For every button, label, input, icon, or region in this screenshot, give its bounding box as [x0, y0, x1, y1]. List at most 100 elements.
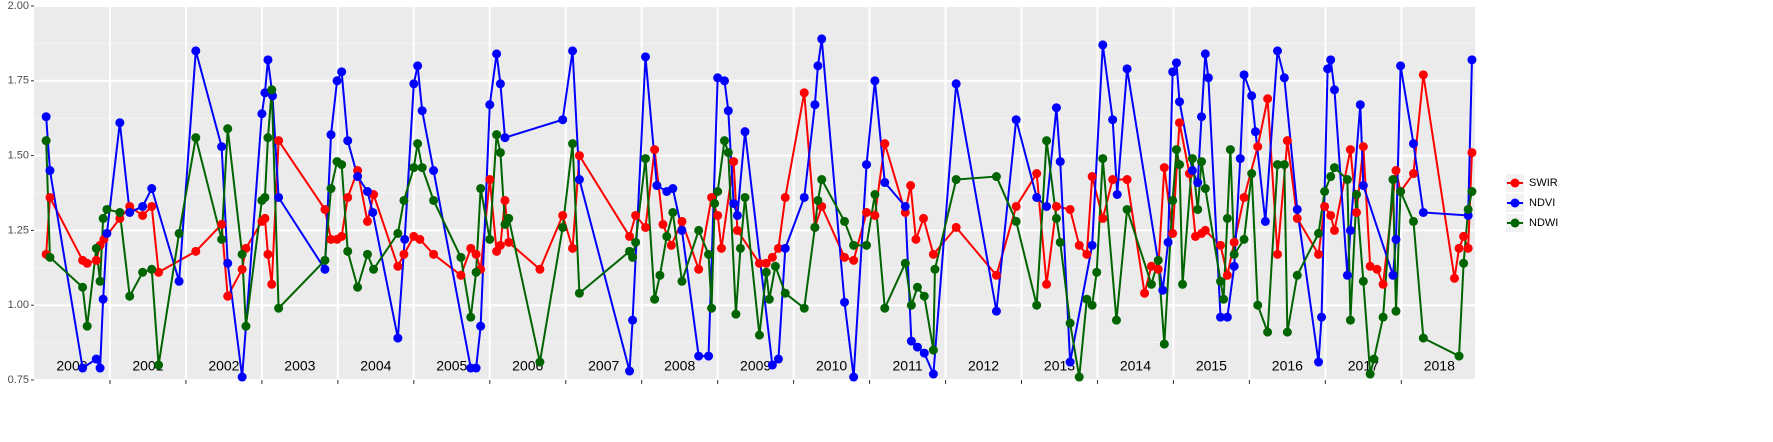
data-point	[650, 294, 660, 304]
data-point	[928, 345, 938, 355]
data-point	[799, 303, 809, 313]
data-point	[625, 231, 635, 241]
data-point	[1042, 279, 1052, 289]
data-point	[98, 294, 108, 304]
data-point	[1108, 175, 1118, 185]
data-point	[732, 225, 742, 235]
data-point	[466, 312, 476, 322]
data-point	[723, 106, 733, 116]
data-point	[1358, 276, 1368, 286]
data-point	[466, 243, 476, 253]
data-point	[558, 115, 568, 125]
data-point	[862, 160, 872, 170]
data-point	[1351, 189, 1361, 199]
data-point	[369, 264, 379, 274]
data-point	[1087, 172, 1097, 182]
data-point	[399, 249, 409, 259]
data-point	[1065, 357, 1075, 367]
data-point	[731, 309, 741, 319]
data-point	[713, 73, 723, 83]
data-point	[1463, 204, 1473, 214]
series-line	[45, 74, 1473, 300]
data-point	[45, 166, 55, 176]
data-point	[95, 276, 105, 286]
data-point	[492, 130, 502, 140]
data-point	[652, 181, 662, 191]
data-point	[1011, 201, 1021, 211]
data-point	[817, 34, 827, 44]
data-point	[810, 100, 820, 110]
data-point	[535, 264, 545, 274]
data-point	[409, 163, 419, 173]
data-point	[813, 61, 823, 71]
data-point	[930, 264, 940, 274]
data-point	[1292, 213, 1302, 223]
data-point	[400, 234, 410, 244]
data-point	[337, 231, 347, 241]
data-point	[1358, 142, 1368, 152]
y-tick-label: 0.75	[8, 374, 29, 386]
data-point	[1065, 204, 1075, 214]
data-point	[1388, 175, 1398, 185]
data-point	[413, 61, 423, 71]
data-point	[568, 46, 578, 56]
data-point	[115, 207, 125, 217]
data-point	[1187, 166, 1197, 176]
data-point	[332, 76, 342, 86]
data-point	[880, 178, 890, 188]
data-point	[1032, 169, 1042, 179]
data-point	[1098, 213, 1108, 223]
data-point	[1326, 210, 1336, 220]
year-label: 2007	[588, 358, 619, 374]
data-point	[1253, 300, 1263, 310]
data-point	[217, 234, 227, 244]
data-point	[1418, 207, 1428, 217]
data-point	[1247, 91, 1257, 101]
data-point	[82, 258, 92, 268]
data-point	[1239, 234, 1249, 244]
data-point	[223, 258, 233, 268]
data-point	[1345, 225, 1355, 235]
data-point	[1365, 261, 1375, 271]
data-point	[237, 249, 247, 259]
data-point	[1467, 187, 1477, 197]
data-point	[362, 216, 372, 226]
data-point	[393, 261, 403, 271]
data-point	[761, 267, 771, 277]
data-point	[362, 187, 372, 197]
data-point	[951, 222, 961, 232]
data-point	[326, 184, 336, 194]
data-point	[174, 228, 184, 238]
data-point	[174, 276, 184, 286]
data-point	[1111, 315, 1121, 325]
data-point	[928, 249, 938, 259]
data-point	[41, 136, 51, 146]
data-point	[1329, 163, 1339, 173]
y-tick-label: 1.00	[8, 299, 29, 311]
legend-point	[1510, 178, 1520, 188]
data-point	[260, 213, 270, 223]
data-point	[1345, 315, 1355, 325]
data-point	[417, 106, 427, 116]
data-point	[1032, 300, 1042, 310]
data-point	[1239, 70, 1249, 80]
data-point	[704, 249, 714, 259]
data-point	[95, 363, 105, 373]
data-point	[138, 210, 148, 220]
data-point	[535, 357, 545, 367]
year-label: 2011	[893, 358, 923, 374]
data-point	[1087, 240, 1097, 250]
data-point	[1216, 276, 1226, 286]
data-point	[1391, 166, 1401, 176]
data-point	[495, 240, 505, 250]
data-point	[677, 225, 687, 235]
data-point	[500, 195, 510, 205]
year-label: 2002	[208, 358, 239, 374]
data-point	[1250, 127, 1260, 137]
data-point	[1042, 201, 1052, 211]
data-point	[1449, 273, 1459, 283]
data-point	[1454, 351, 1464, 361]
data-point	[1418, 333, 1428, 343]
data-point	[1378, 312, 1388, 322]
